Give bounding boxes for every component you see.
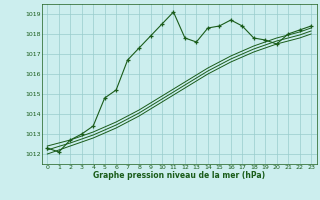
X-axis label: Graphe pression niveau de la mer (hPa): Graphe pression niveau de la mer (hPa)	[93, 171, 265, 180]
